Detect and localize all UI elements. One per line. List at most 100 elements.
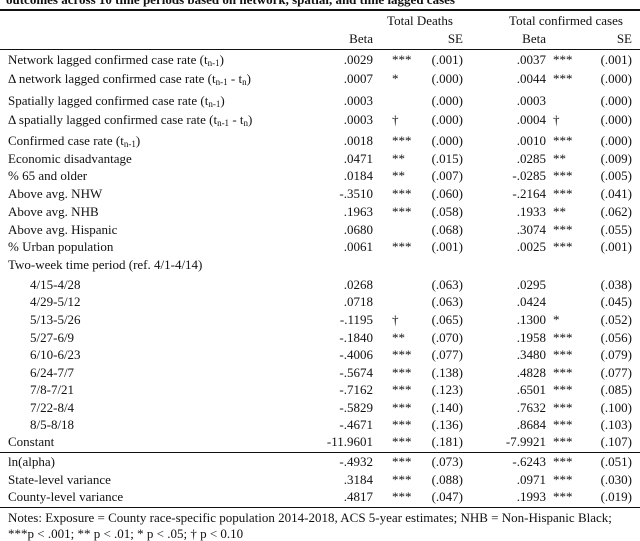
label-text: ) (248, 112, 253, 127)
standard-error: (.001) (431, 239, 463, 254)
standard-error: (.063) (431, 277, 463, 292)
label-text: Constant (8, 434, 55, 449)
significance: *** (553, 454, 573, 469)
standard-error: (.063) (431, 294, 463, 309)
standard-error: (.001) (600, 52, 632, 67)
standard-error: (.138) (431, 365, 463, 380)
significance: *** (392, 454, 412, 469)
label-text: Confirmed case rate (t (8, 133, 124, 148)
beta-value: -.1840 (339, 330, 373, 345)
column-subheader: SE (447, 31, 463, 46)
beta-value: -.2164 (512, 186, 546, 201)
standard-error: (.088) (431, 472, 463, 487)
beta-value: .0718 (343, 294, 373, 309)
section-rule (0, 452, 640, 453)
standard-error: (.001) (600, 239, 632, 254)
label-text: Above avg. NHW (8, 186, 103, 201)
significance: *** (553, 71, 573, 86)
label-text: ) (135, 133, 141, 148)
label-text: Spatially lagged confirmed case rate (t (8, 93, 209, 108)
significance: ** (392, 151, 405, 166)
beta-value: -.5829 (339, 400, 373, 415)
standard-error: (.038) (600, 277, 632, 292)
standard-error: (.000) (431, 112, 463, 127)
beta-value: .0003 (516, 93, 546, 108)
beta-value: -.6243 (512, 454, 546, 469)
standard-error: (.051) (600, 454, 632, 469)
beta-value: -.0285 (512, 168, 546, 183)
label-text: 5/13-5/26 (30, 312, 81, 327)
row-label: % 65 and older (8, 168, 87, 184)
column-group-header: Total Deaths (387, 13, 453, 28)
beta-value: .1958 (516, 330, 546, 345)
significance: *** (392, 133, 412, 148)
standard-error: (.103) (600, 417, 632, 432)
row-label: Above avg. Hispanic (8, 222, 117, 238)
beta-value: .0471 (343, 151, 373, 166)
beta-value: .4828 (516, 365, 546, 380)
table-title: outcomes across 10 time periods based on… (6, 0, 455, 8)
label-text: Δ spatially lagged confirmed case rate (… (8, 112, 218, 127)
row-label: Constant (8, 434, 54, 450)
row-label: 6/24-7/7 (30, 365, 74, 381)
label-text: County-level variance (8, 489, 124, 504)
significance: * (553, 312, 560, 327)
standard-error: (.047) (431, 489, 463, 504)
beta-value: .0010 (516, 133, 546, 148)
label-subscript: n (242, 77, 247, 87)
row-label: ln(alpha) (8, 454, 55, 470)
beta-value: .0285 (516, 151, 546, 166)
significance: *** (553, 133, 573, 148)
label-text: 8/5-8/18 (30, 417, 75, 432)
significance: *** (553, 239, 573, 254)
beta-value: .0004 (516, 112, 546, 127)
beta-value: .1993 (516, 489, 546, 504)
row-label: 8/5-8/18 (30, 417, 74, 433)
beta-value: .3074 (516, 222, 546, 237)
row-label: 4/15-4/28 (30, 277, 81, 293)
beta-value: .7632 (516, 400, 546, 415)
significance: ** (392, 330, 405, 345)
row-label: Spatially lagged confirmed case rate (tn… (8, 93, 225, 109)
standard-error: (.181) (431, 434, 463, 449)
row-label: Confirmed case rate (tn-1) (8, 133, 140, 149)
label-text: State-level variance (8, 472, 111, 487)
row-label: Above avg. NHB (8, 204, 99, 220)
row-label: 4/29-5/12 (30, 294, 81, 310)
standard-error: (.015) (431, 151, 463, 166)
beta-value: -11.9601 (326, 434, 373, 449)
beta-value: -.5674 (339, 365, 373, 380)
significance: *** (553, 365, 573, 380)
label-text: Above avg. Hispanic (8, 222, 118, 237)
standard-error: (.136) (431, 417, 463, 432)
standard-error: (.001) (431, 52, 463, 67)
beta-value: .0007 (343, 71, 373, 86)
row-label: 5/27-6/9 (30, 330, 74, 346)
significance: ** (553, 204, 566, 219)
standard-error: (.007) (431, 168, 463, 183)
standard-error: (.062) (600, 204, 632, 219)
standard-error: (.068) (431, 222, 463, 237)
beta-value: -.4671 (339, 417, 373, 432)
label-text: ) (220, 93, 225, 108)
beta-value: .0003 (343, 93, 373, 108)
standard-error: (.058) (431, 204, 463, 219)
significance: *** (392, 52, 412, 67)
standard-error: (.000) (600, 133, 632, 148)
label-subscript: n-1 (215, 77, 228, 87)
significance: *** (553, 222, 573, 237)
row-label: Δ spatially lagged confirmed case rate (… (8, 112, 252, 128)
significance: *** (553, 472, 573, 487)
standard-error: (.107) (600, 434, 632, 449)
label-text: % 65 and older (8, 168, 88, 183)
beta-value: .0003 (343, 112, 373, 127)
label-text: % Urban population (8, 239, 114, 254)
significance: † (553, 112, 560, 127)
significance: *** (553, 434, 573, 449)
standard-error: (.085) (600, 382, 632, 397)
beta-value: .1300 (516, 312, 546, 327)
beta-value: .0025 (516, 239, 546, 254)
bottom-rule (0, 507, 640, 508)
label-subscript: n-1 (123, 139, 136, 149)
label-text: 6/24-7/7 (30, 365, 75, 380)
